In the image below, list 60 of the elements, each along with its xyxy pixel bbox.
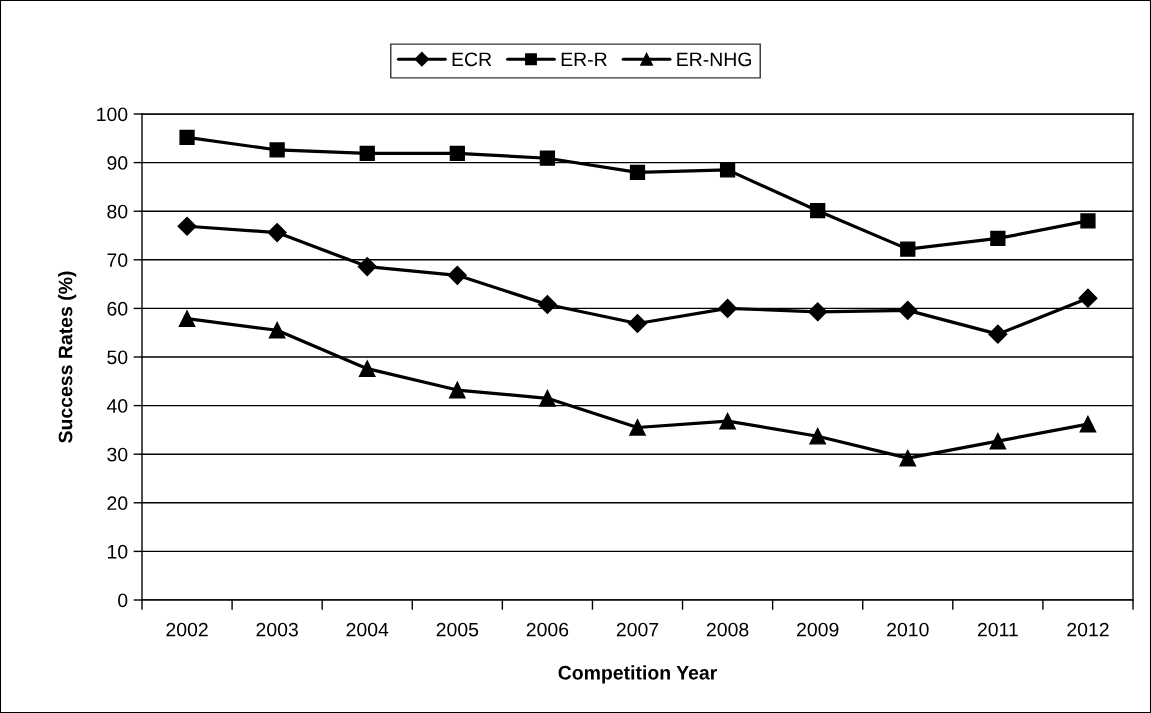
x-tick-label: 2002 xyxy=(166,622,208,637)
x-tick-label: 2005 xyxy=(436,622,479,637)
x-tick-label: 2011 xyxy=(977,622,1018,637)
point xyxy=(719,162,736,178)
point xyxy=(809,427,827,445)
point xyxy=(358,360,376,377)
point xyxy=(357,257,377,277)
legend-label: ECR xyxy=(452,52,492,67)
point xyxy=(269,142,285,158)
point xyxy=(988,324,1008,344)
x-tick-label: 2009 xyxy=(797,622,839,637)
point xyxy=(539,150,556,166)
y-tick-label: 30 xyxy=(107,447,128,462)
point xyxy=(178,310,196,327)
x-tick-label: 2008 xyxy=(706,622,749,637)
x-tick-label: 2012 xyxy=(1067,622,1109,637)
point xyxy=(268,321,286,339)
y-tick-label: 100 xyxy=(97,107,128,122)
point xyxy=(629,419,646,436)
point xyxy=(1080,213,1096,229)
x-tick-label: 2004 xyxy=(346,622,389,637)
y-tick-label: 70 xyxy=(107,253,128,268)
y-tick-label: 80 xyxy=(107,204,128,219)
y-axis-title: Success Rates (%) xyxy=(58,271,77,443)
y-tick-label: 40 xyxy=(106,399,128,413)
y-tick-label: 10 xyxy=(107,544,128,559)
y-tick-label: 0 xyxy=(118,593,128,608)
point xyxy=(627,313,648,334)
point xyxy=(179,129,195,145)
point xyxy=(449,145,465,162)
point xyxy=(1079,415,1097,433)
point xyxy=(990,230,1006,247)
point xyxy=(718,298,738,318)
x-tick-label: 2010 xyxy=(887,622,929,637)
point xyxy=(900,241,916,257)
point xyxy=(719,412,736,430)
point xyxy=(1078,288,1098,308)
y-tick-label: 60 xyxy=(107,301,128,316)
point xyxy=(810,203,826,219)
point xyxy=(177,216,197,236)
point xyxy=(898,300,918,320)
y-tick-label: 90 xyxy=(107,156,128,170)
legend-label: ER-NHG xyxy=(677,52,751,67)
x-axis-title: Competition Year xyxy=(558,665,717,684)
y-tick-label: 20 xyxy=(107,496,128,511)
point xyxy=(448,381,466,399)
y-tick-label: 50 xyxy=(107,350,128,365)
point xyxy=(537,294,557,315)
point xyxy=(267,223,287,243)
point xyxy=(629,164,646,180)
point xyxy=(359,145,375,162)
point xyxy=(447,265,467,285)
x-tick-label: 2007 xyxy=(616,622,659,637)
point xyxy=(899,449,917,467)
legend-label: ER-R xyxy=(561,52,607,67)
point xyxy=(989,432,1007,450)
point xyxy=(808,302,828,322)
point xyxy=(539,389,556,407)
x-tick-label: 2006 xyxy=(526,622,569,637)
x-tick-label: 2003 xyxy=(256,622,298,637)
